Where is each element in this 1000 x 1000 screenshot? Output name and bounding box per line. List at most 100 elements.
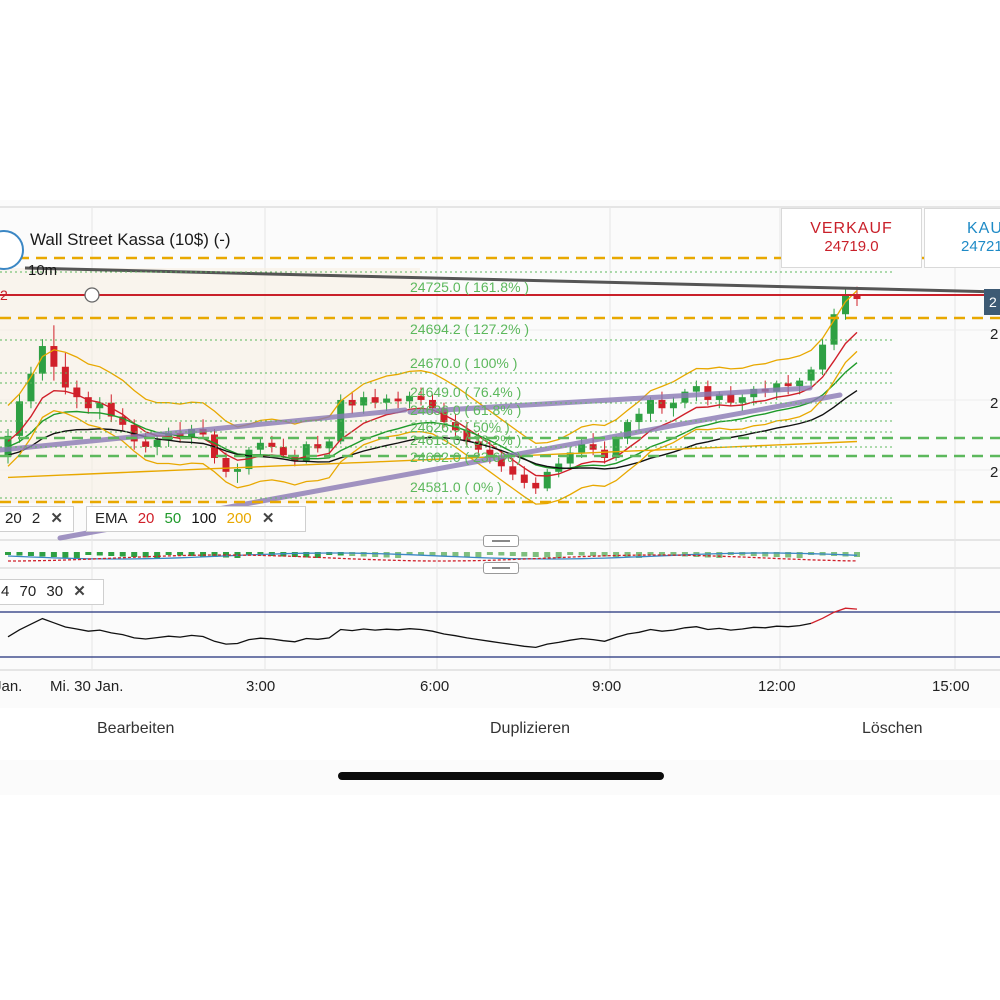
rsi-period: 4 xyxy=(1,583,10,600)
candle-body xyxy=(532,482,540,489)
candle-body xyxy=(348,399,356,406)
home-indicator xyxy=(338,772,664,780)
macd-bar xyxy=(578,552,585,556)
candle-body xyxy=(96,402,104,409)
sell-button[interactable]: VERKAUF 24719.0 xyxy=(781,208,922,268)
candle-body xyxy=(566,452,574,464)
candle-body xyxy=(635,413,643,423)
candle-body xyxy=(61,366,69,388)
remove-ema-button[interactable]: ✕ xyxy=(261,510,275,527)
macd-signal-line xyxy=(8,554,858,562)
highlight-zone xyxy=(0,268,420,503)
candle-body xyxy=(543,471,551,489)
rsi-legend[interactable]: 4 70 30 ✕ xyxy=(0,579,104,605)
candle-body xyxy=(842,294,850,315)
x-axis-label: Mi. 30 Jan. xyxy=(50,678,124,695)
x-axis-label: 3:00 xyxy=(246,678,276,695)
candle-body xyxy=(222,458,230,472)
ema-period-200: 200 xyxy=(226,510,252,527)
macd-bar xyxy=(303,552,310,558)
delete-button[interactable]: Löschen xyxy=(862,720,923,737)
x-axis-label: 6:00 xyxy=(420,678,450,695)
bollinger-lower-line xyxy=(7,350,858,505)
candle-body xyxy=(38,346,46,374)
drag-handle xyxy=(84,287,100,303)
candle-body xyxy=(830,314,838,345)
macd-bar xyxy=(349,552,356,556)
macd-bar xyxy=(16,552,23,556)
remove-rsi-button[interactable]: ✕ xyxy=(73,583,86,600)
fib-level-label: 24581.0 ( 0% ) xyxy=(410,479,502,495)
candle-body xyxy=(314,444,322,449)
candle-body xyxy=(853,294,861,300)
candle-body xyxy=(119,416,127,425)
macd-bar xyxy=(154,552,161,558)
bollinger-deviation: 2 xyxy=(31,510,41,527)
macd-bar xyxy=(716,552,723,558)
fib-level-label: 24670.0 ( 100% ) xyxy=(410,355,517,371)
candle-body xyxy=(233,469,241,472)
pane-resize-handle[interactable] xyxy=(483,562,519,574)
candle-body xyxy=(692,386,700,392)
candle-body xyxy=(291,455,299,461)
x-axis-label: Jan. xyxy=(0,678,23,695)
edit-button[interactable]: Bearbeiten xyxy=(97,720,175,737)
current-price-tag: 2 xyxy=(984,289,1000,315)
trendline xyxy=(407,385,813,415)
ema-50-line xyxy=(7,362,858,470)
x-axis-label: 9:00 xyxy=(592,678,622,695)
macd-bar xyxy=(177,552,184,556)
candle-body xyxy=(463,430,471,442)
macd-bar xyxy=(440,552,447,557)
macd-bar xyxy=(360,552,367,557)
candle-body xyxy=(279,446,287,456)
candle-body xyxy=(417,395,425,400)
x-axis-label: 15:00 xyxy=(932,678,970,695)
candle-body xyxy=(383,398,391,403)
bollinger-legend[interactable]: 20 2 ✕ xyxy=(0,506,74,532)
macd-bar xyxy=(590,552,597,556)
rsi-line-overbought xyxy=(810,607,858,624)
duplicate-button[interactable]: Duplizieren xyxy=(490,720,571,737)
candle-body xyxy=(624,422,632,439)
candle-body xyxy=(50,346,58,367)
candle-body xyxy=(819,344,827,370)
pane-resize-handle[interactable] xyxy=(483,535,519,547)
fib-level-label: 24602.0 ( 23.6% ) xyxy=(410,449,521,465)
macd-bar xyxy=(96,552,103,556)
interval-label[interactable]: 10m xyxy=(28,262,58,279)
macd-bar xyxy=(383,552,390,558)
macd-bar xyxy=(5,552,11,555)
buy-button[interactable]: KAUF 24721 xyxy=(924,208,1000,268)
candle-body xyxy=(715,394,723,400)
candle-body xyxy=(589,444,597,450)
macd-bar xyxy=(372,552,379,557)
remove-bollinger-button[interactable]: ✕ xyxy=(50,510,63,527)
candle-body xyxy=(646,399,654,414)
macd-bar xyxy=(119,552,126,557)
fib-level-label: 24626.5 ( 50% ) xyxy=(410,419,510,435)
right-axis-label: 2 xyxy=(990,464,999,481)
right-axis-label: 2 xyxy=(990,395,999,412)
candle-body xyxy=(796,380,804,387)
candle-body xyxy=(509,466,517,475)
bollinger-upper-line xyxy=(7,290,858,444)
macd-bar xyxy=(131,552,138,557)
instrument-title: Wall Street Kassa (10$) (-) xyxy=(30,230,231,249)
macd-bar xyxy=(418,552,425,556)
buy-label: KAUF xyxy=(967,220,1000,237)
candle-body xyxy=(107,402,115,417)
macd-bar xyxy=(521,552,528,557)
candle-body xyxy=(302,444,310,461)
candle-body xyxy=(84,397,92,409)
ema-legend[interactable]: EMA 20 50 100 200 ✕ xyxy=(86,506,306,532)
rsi-lower: 30 xyxy=(46,583,64,600)
macd-bar xyxy=(750,552,757,556)
ema-period-100: 100 xyxy=(191,510,217,527)
candle-body xyxy=(520,474,528,483)
macd-bar xyxy=(406,552,413,555)
x-axis-label: 12:00 xyxy=(758,678,796,695)
ema-period-50: 50 xyxy=(164,510,182,527)
fib-level-label: 24615.0 ( 38.2% ) xyxy=(410,432,521,448)
